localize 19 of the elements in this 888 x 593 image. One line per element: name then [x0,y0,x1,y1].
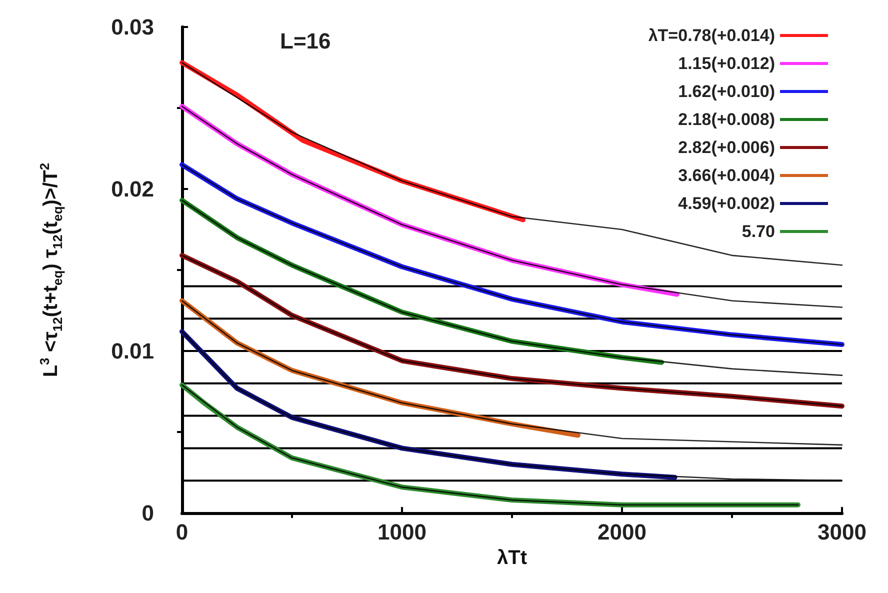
x-axis-title: λTt [497,546,528,569]
y-tick-label: 0.01 [111,338,154,364]
x-tick-label: 2000 [598,520,646,544]
x-tick-label: 3000 [818,520,866,544]
x-tick-label: 0 [176,520,188,544]
legend-label: 5.70 [742,222,775,241]
legend-label: 1.15(+0.012) [678,54,775,73]
x-tick-label: 1000 [378,520,426,544]
legend-label: λT=0.78(+0.014) [648,26,775,45]
legend-label: 4.59(+0.002) [678,194,775,213]
y-tick-label: 0.02 [111,176,154,202]
legend-label: 3.66(+0.004) [678,166,775,185]
legend-label: 2.18(+0.008) [678,110,775,129]
y-tick-label: 0.03 [111,14,154,40]
legend-label: 1.62(+0.010) [678,82,775,101]
y-tick-label: 0 [142,500,154,526]
text: L3 <τ12(t+teq) τ12(teq)>/T2 [37,162,65,378]
legend-label: 2.82(+0.006) [678,138,775,157]
annotation: L=16 [280,28,331,54]
